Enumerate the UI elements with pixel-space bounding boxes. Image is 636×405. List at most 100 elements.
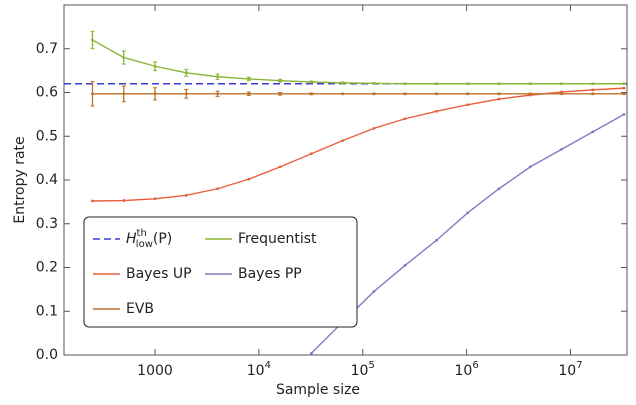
point <box>153 92 157 96</box>
x-tick-label: 107 <box>558 360 582 379</box>
y-axis-label: Entropy rate <box>12 136 28 223</box>
point <box>122 199 126 202</box>
point <box>153 197 157 201</box>
legend-label: Hth low(P) <box>126 228 172 250</box>
point <box>528 82 532 86</box>
series-line <box>310 113 625 354</box>
point <box>497 82 501 86</box>
y-tick-label: 0.2 <box>36 260 58 276</box>
point <box>622 86 626 90</box>
point <box>309 92 313 96</box>
point <box>403 263 407 267</box>
y-tick-label: 0.6 <box>36 85 58 101</box>
point <box>497 97 501 101</box>
point <box>560 147 563 151</box>
point <box>622 82 626 86</box>
point <box>153 64 157 68</box>
point <box>184 92 188 96</box>
legend-name-suffix: (P) <box>153 231 172 247</box>
point <box>372 92 376 96</box>
point <box>591 130 595 134</box>
point <box>91 38 94 42</box>
point <box>309 152 313 156</box>
y-tick-label: 0.3 <box>36 216 58 232</box>
x-tick-base: 10 <box>558 363 576 379</box>
point <box>497 187 501 191</box>
point <box>403 92 407 96</box>
plot-area <box>64 30 627 355</box>
point <box>560 92 563 96</box>
legend-label: EVB <box>126 301 154 317</box>
series-line <box>92 87 625 202</box>
point <box>184 193 188 197</box>
series-line <box>92 39 625 85</box>
point <box>591 88 595 92</box>
point <box>560 82 563 86</box>
legend-name-sup: th <box>137 228 147 239</box>
x-tick-exp: 5 <box>368 360 374 371</box>
point <box>372 290 376 293</box>
point <box>216 75 219 79</box>
legend-name: H <box>126 231 137 247</box>
point <box>216 187 219 191</box>
point <box>435 238 438 242</box>
point <box>184 71 188 75</box>
point <box>341 139 345 143</box>
point <box>435 82 438 86</box>
point <box>341 92 345 96</box>
x-axis-label: Sample size <box>276 382 360 398</box>
point <box>122 56 126 59</box>
x-tick-label: 105 <box>351 360 375 379</box>
point <box>403 82 407 86</box>
point <box>466 82 470 86</box>
point <box>403 117 407 121</box>
point <box>216 92 219 96</box>
x-tick-exp: 6 <box>472 360 478 371</box>
plot-frame <box>63 4 628 356</box>
point <box>435 92 438 96</box>
point <box>91 92 94 96</box>
x-tick-exp: 7 <box>576 360 582 371</box>
point <box>466 211 470 215</box>
point <box>372 126 376 130</box>
point <box>372 81 376 85</box>
point <box>622 92 626 96</box>
point <box>247 77 251 81</box>
point <box>247 177 251 181</box>
point <box>309 80 313 84</box>
legend-box <box>83 216 358 328</box>
y-tick-label: 0.0 <box>36 347 58 363</box>
point <box>466 92 470 96</box>
point <box>278 92 282 96</box>
point <box>309 351 313 355</box>
point <box>591 82 595 86</box>
y-tick-label: 0.5 <box>36 128 58 144</box>
legend-label: Bayes PP <box>238 266 302 282</box>
point <box>247 92 251 96</box>
point <box>435 109 438 113</box>
point <box>528 165 532 169</box>
legend-label: Bayes UP <box>126 266 192 282</box>
x-tick-exp: 4 <box>265 360 271 371</box>
point <box>341 81 345 85</box>
point <box>91 199 94 203</box>
x-tick-label: 106 <box>455 360 479 379</box>
legend-name-sub: low <box>136 239 153 250</box>
point <box>497 92 501 96</box>
point <box>622 112 626 116</box>
x-tick-base: 10 <box>351 363 369 379</box>
y-tick-label: 0.1 <box>36 303 58 319</box>
x-tick-base: 10 <box>247 363 265 379</box>
x-tick-base: 10 <box>455 363 473 379</box>
y-tick-label: 0.4 <box>36 172 58 188</box>
point <box>591 92 595 96</box>
x-tick-label: 1000 <box>137 363 173 379</box>
point <box>278 79 282 83</box>
point <box>466 103 470 107</box>
point <box>528 92 532 96</box>
x-tick-label: 104 <box>247 360 271 379</box>
legend-label: Frequentist <box>238 231 317 247</box>
y-tick-label: 0.7 <box>36 41 58 57</box>
point <box>278 165 282 169</box>
